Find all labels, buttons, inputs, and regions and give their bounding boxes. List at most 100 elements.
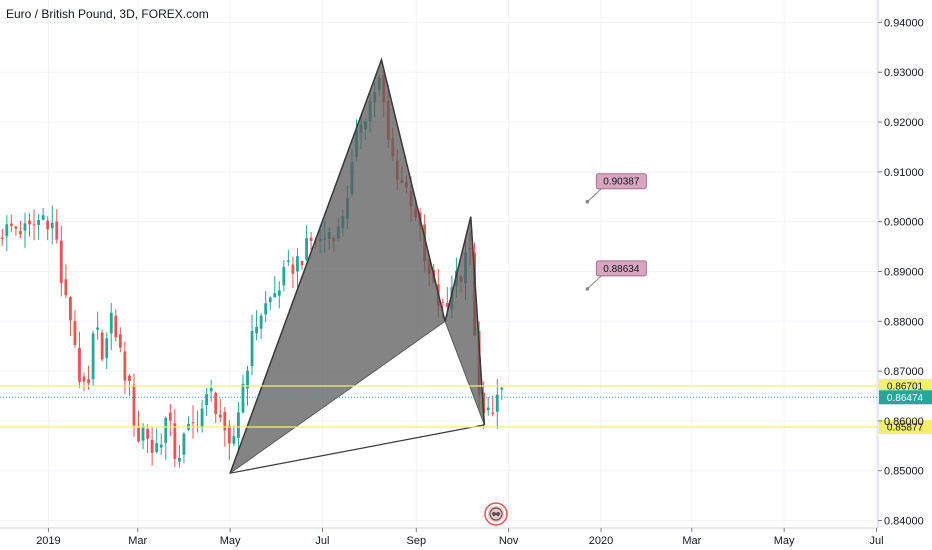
- harmonic-pattern[interactable]: [229, 57, 486, 475]
- x-tick-label: May: [220, 535, 241, 547]
- candle-body: [200, 408, 204, 427]
- candle-body: [168, 412, 172, 421]
- candle-body: [159, 444, 163, 448]
- settings-icon[interactable]: [484, 502, 508, 526]
- y-tick-label: 0.88000: [884, 316, 924, 328]
- candle-body: [128, 375, 131, 381]
- level-price-tag: [879, 420, 932, 435]
- y-tick-label: 0.89000: [884, 266, 924, 278]
- candle-body: [177, 457, 181, 462]
- callout-label: 0.88634: [603, 264, 640, 275]
- candle-body: [296, 256, 299, 272]
- candle-body: [37, 220, 41, 225]
- candle-body: [209, 388, 213, 392]
- y-tick-label: 0.86000: [884, 416, 924, 428]
- candle-body: [273, 293, 277, 298]
- candle-body: [282, 267, 286, 286]
- y-tick-label: 0.92000: [884, 117, 924, 129]
- candle-body: [500, 387, 504, 390]
- candle-body: [300, 260, 304, 266]
- candle-body: [123, 351, 127, 381]
- candle-body: [491, 412, 495, 414]
- callout-label: 0.90387: [603, 177, 640, 188]
- candle-body: [227, 425, 231, 444]
- candle-body: [155, 443, 159, 453]
- candle-body: [109, 312, 113, 334]
- candle-body: [486, 407, 490, 411]
- candle-body: [241, 383, 245, 413]
- candle-body: [0, 237, 4, 239]
- candle-body: [237, 412, 240, 438]
- candle-body: [118, 334, 122, 348]
- candle-body: [441, 301, 445, 303]
- y-tick-label: 0.91000: [884, 167, 924, 179]
- candle-body: [495, 394, 499, 412]
- x-tick-label: 2020: [589, 535, 613, 547]
- candle-body: [50, 222, 54, 229]
- callout-anchor: [585, 199, 590, 204]
- x-tick-label: Nov: [499, 535, 519, 547]
- candle-body: [137, 427, 140, 442]
- candle-body: [277, 290, 281, 296]
- current-price-tag: [879, 390, 932, 405]
- pattern-xd-leg: [229, 424, 485, 474]
- candle-body: [264, 303, 268, 315]
- candle-body: [114, 315, 118, 338]
- price-callouts[interactable]: 0.90387 0.88634: [585, 173, 647, 291]
- callout-box: [595, 260, 647, 277]
- candle-body: [46, 220, 50, 230]
- candle-body: [305, 238, 308, 260]
- candle-body: [28, 220, 31, 225]
- candle-body: [259, 315, 263, 329]
- level-price-tag: [879, 378, 932, 393]
- current-price-label: 0.86474: [887, 393, 924, 404]
- level-price-label: 0.85877: [887, 423, 924, 434]
- candle-body: [73, 321, 77, 345]
- candle-body: [55, 221, 59, 240]
- y-tick-label: 0.93000: [884, 67, 924, 79]
- x-tick-label: Mar: [682, 535, 701, 547]
- callout-anchor: [585, 287, 590, 291]
- candle-body: [232, 436, 236, 444]
- pattern-path: [229, 57, 486, 474]
- candle-body: [150, 439, 154, 453]
- candle-body: [91, 333, 95, 380]
- y-tick-label: 0.87000: [884, 366, 924, 378]
- candle-body: [9, 223, 13, 226]
- candle-body: [41, 215, 45, 220]
- x-tick-label: Sep: [407, 535, 427, 547]
- candle-body: [223, 411, 227, 431]
- callout-box: [595, 173, 647, 190]
- x-tick-label: Mar: [128, 535, 147, 547]
- candle-body: [173, 423, 177, 459]
- x-tick-label: Jul: [315, 535, 329, 547]
- candle-body: [132, 384, 136, 426]
- chart-title: Euro / British Pound, 3D, FOREX.com: [6, 7, 209, 21]
- candle-body: [82, 376, 86, 382]
- level-price-label: 0.86701: [887, 381, 924, 392]
- candle-body: [445, 302, 449, 307]
- candle-body: [205, 394, 209, 406]
- callout-pointer: [587, 187, 603, 203]
- candle-body: [32, 224, 36, 226]
- candle-body: [5, 224, 9, 237]
- candle-body: [286, 260, 290, 262]
- candle-body: [87, 379, 90, 384]
- candle-body: [164, 417, 168, 443]
- candle-body: [59, 240, 63, 284]
- y-tick-label: 0.90000: [884, 217, 924, 229]
- candle-body: [64, 279, 68, 296]
- candle-body: [68, 296, 72, 321]
- candle-body: [246, 370, 249, 389]
- y-tick-label: 0.94000: [884, 17, 924, 29]
- candle-body: [218, 414, 222, 418]
- candle-body: [250, 331, 254, 367]
- candle-body: [146, 428, 150, 439]
- candle-body: [14, 226, 18, 229]
- y-tick-label: 0.85000: [884, 466, 924, 478]
- x-tick-label: May: [774, 535, 795, 547]
- candle-body: [191, 422, 195, 424]
- horizontal-levels[interactable]: 0.86701 0.85877 0.86474: [0, 378, 932, 435]
- candle-body: [291, 264, 295, 274]
